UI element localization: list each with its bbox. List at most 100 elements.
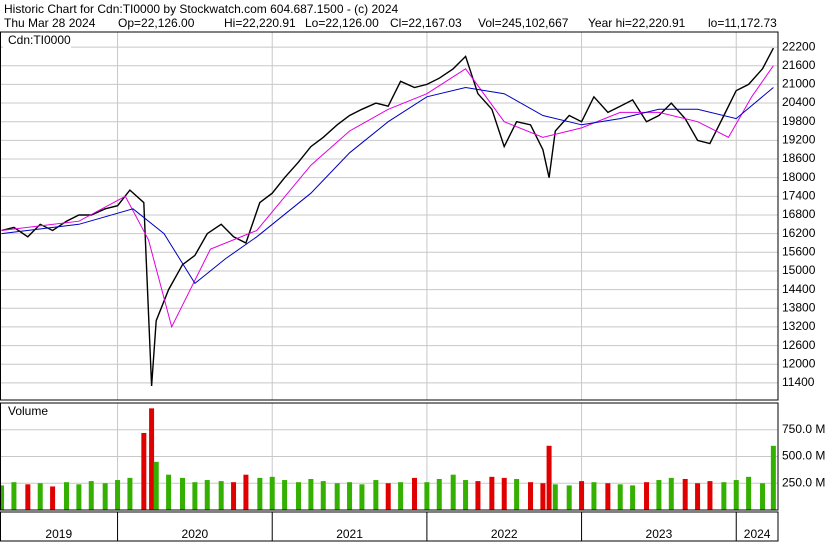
plot-area [0, 32, 778, 400]
volume-bar [320, 481, 326, 510]
volume-bar [50, 486, 56, 510]
volume-bar [115, 480, 121, 510]
volume-bar [528, 482, 534, 510]
y-tick-label: 250.0 M [782, 475, 825, 489]
pane-title: Volume [8, 404, 48, 418]
volume-bar [359, 484, 365, 510]
volume-bar [149, 408, 155, 510]
label-box [3, 34, 71, 48]
year-strip [0, 511, 779, 542]
y-tick-label: 18600 [782, 151, 816, 165]
y-tick-label: 22200 [782, 39, 816, 53]
stat: Year hi=22,220.91 [588, 16, 686, 30]
volume-bar [102, 483, 108, 510]
y-tick-label: 500.0 M [782, 449, 825, 463]
volume-bar [243, 474, 249, 510]
y-tick-label: 13800 [782, 300, 816, 314]
volume-bar [231, 482, 237, 510]
volume-bar [127, 477, 133, 510]
volume-bar [644, 482, 650, 510]
volume-bar [514, 478, 520, 510]
price-line [1, 47, 775, 387]
pane-frame [0, 402, 779, 511]
volume-bar [695, 483, 701, 510]
volume-bar [501, 477, 507, 510]
volume-bar [668, 477, 674, 510]
volume-bar [721, 482, 727, 510]
volume-bar [0, 485, 5, 510]
volume-bar [436, 478, 442, 510]
volume-bar [546, 445, 552, 510]
volume-bar [770, 445, 776, 510]
volume-bar [579, 481, 585, 510]
volume-bar [733, 480, 739, 510]
stat: Vol=245,102,667 [478, 16, 569, 30]
volume-bar [347, 482, 353, 510]
label-box [3, 405, 55, 419]
volume-bar [282, 480, 288, 510]
volume-bar [88, 481, 94, 510]
volume-bar [630, 485, 636, 510]
volume-bar [552, 484, 558, 510]
x-tick-label: 2020 [182, 527, 209, 541]
stat: Op=22,126.00 [118, 16, 195, 30]
volume-bar [11, 482, 17, 510]
volume-bar [296, 482, 302, 510]
volume-bar [475, 481, 481, 510]
x-tick-label: 2024 [744, 527, 771, 541]
volume-bar [566, 485, 572, 510]
volume-bar [204, 480, 210, 510]
stat: lo=11,172.73 [708, 16, 777, 30]
volume-bar [334, 483, 340, 510]
x-tick-label: 2023 [646, 527, 673, 541]
y-tick-label: 12000 [782, 356, 816, 370]
volume-bar [398, 482, 404, 510]
chart-title: Historic Chart for Cdn:TI0000 by Stockwa… [4, 2, 399, 16]
plot-area [0, 403, 778, 510]
volume-bar [308, 478, 314, 510]
y-tick-label: 15600 [782, 244, 816, 258]
volume-bar [166, 474, 172, 510]
y-tick-label: 11400 [782, 375, 815, 389]
volume-bar [463, 480, 469, 510]
volume-bar [385, 483, 391, 510]
stat: Lo=22,126.00 [305, 16, 379, 30]
y-tick-label: 12600 [782, 338, 816, 352]
volume-bar [192, 482, 198, 510]
volume-bar [617, 484, 623, 510]
y-tick-label: 20400 [782, 95, 816, 109]
volume-bar [373, 480, 379, 510]
volume-bar [489, 476, 495, 510]
volume-bar [656, 480, 662, 510]
price-line [1, 65, 774, 329]
price-line [1, 86, 774, 285]
y-tick-label: 14400 [782, 282, 816, 296]
volume-bar [412, 477, 418, 510]
volume-bar [605, 483, 611, 510]
y-tick-label: 17400 [782, 189, 816, 203]
volume-bar [76, 484, 82, 510]
volume-bar [180, 477, 186, 510]
stat: Cl=22,167.03 [390, 16, 462, 30]
y-tick-label: 15000 [782, 263, 816, 277]
stat: Hi=22,220.91 [224, 16, 296, 30]
y-tick-label: 16800 [782, 207, 816, 221]
volume-bar [424, 482, 430, 510]
y-tick-label: 21000 [782, 77, 816, 91]
volume-bar [450, 474, 456, 510]
volume-bar [746, 476, 752, 510]
pane-title: Cdn:TI0000 [8, 33, 71, 47]
y-tick-label: 19200 [782, 133, 816, 147]
stat: Thu Mar 28 2024 [4, 16, 96, 30]
x-tick-label: 2021 [336, 527, 363, 541]
volume-bar [682, 478, 688, 510]
y-tick-label: 21600 [782, 58, 816, 72]
volume-bar [37, 483, 43, 510]
volume-bar [141, 432, 147, 510]
volume-bar [25, 484, 31, 510]
x-tick-label: 2022 [491, 527, 518, 541]
y-tick-label: 16200 [782, 226, 816, 240]
